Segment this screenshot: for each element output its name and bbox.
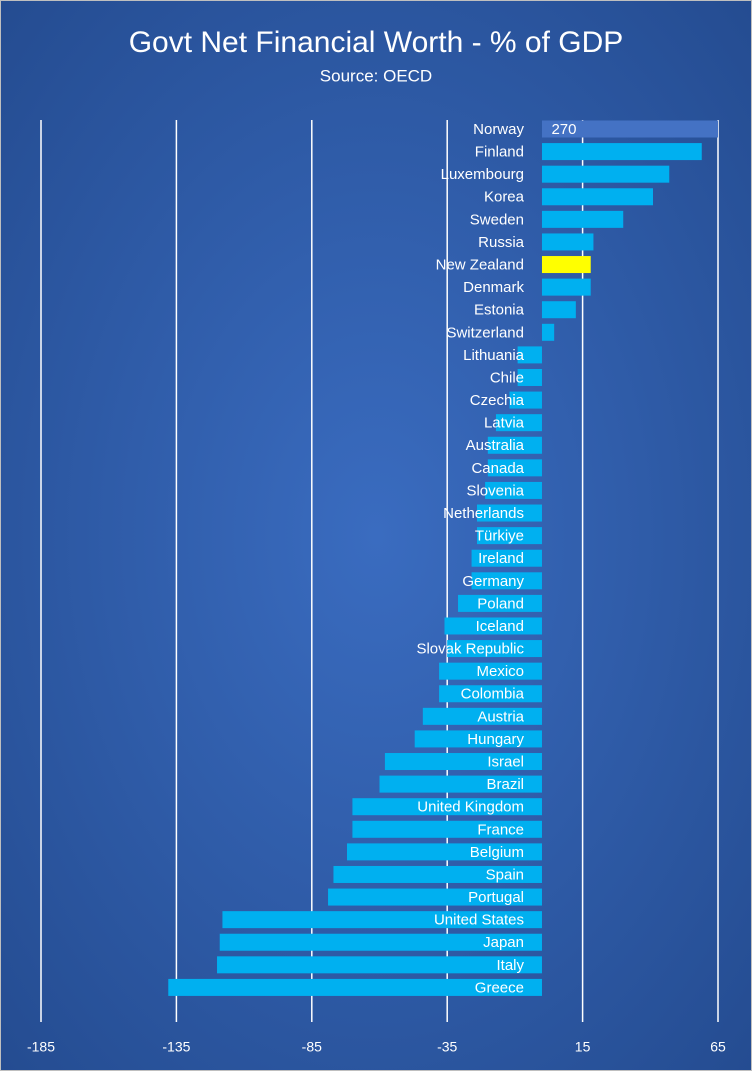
bar [217,956,542,974]
bar [414,730,542,748]
x-tick-label: -85 [302,1039,322,1055]
x-tick-label: 15 [575,1039,591,1055]
bar [422,707,542,725]
y-tick-label: Latvia [484,415,525,432]
data-label: 270 [551,121,576,138]
bar [219,933,542,951]
y-tick-label: Czechia [470,392,525,409]
y-tick-label: Korea [484,189,525,206]
y-tick-label: Austria [477,708,524,725]
y-tick-label: Finland [475,144,524,161]
bar [487,459,542,477]
bar [476,527,542,545]
y-tick-label: Luxembourg [441,166,524,183]
bar [439,662,542,680]
x-tick-label: 65 [710,1039,726,1055]
bar [447,640,542,658]
bar [541,256,591,274]
bar [495,414,542,432]
bar [541,301,576,319]
bar [541,143,702,161]
y-tick-label: Japan [483,934,524,951]
y-tick-label: Russia [478,234,525,251]
bar [485,481,542,499]
bar [458,594,542,612]
y-tick-label: Ireland [478,550,524,567]
y-tick-label: Poland [477,595,524,612]
bar [541,323,555,341]
bar [541,233,594,251]
y-tick-label: Italy [496,957,524,974]
y-tick-label: Hungary [467,731,524,748]
y-tick-label: Estonia [474,302,525,319]
bar [328,888,542,906]
bar [541,278,591,296]
bar [471,572,542,590]
y-tick-label: Belgium [470,844,524,861]
chart-subtitle: Source: OECD [320,66,432,85]
y-tick-label: Greece [475,979,524,996]
bar [541,120,718,138]
y-tick-label: Brazil [486,776,524,793]
bar [352,798,542,816]
bar [476,504,542,522]
bar [541,165,670,183]
y-tick-label: Chile [490,369,524,386]
bar [509,391,542,409]
y-tick-label: Germany [462,573,524,590]
y-tick-label: Canada [471,460,524,477]
bar [517,368,542,386]
bar [379,775,542,793]
bar [384,753,542,771]
y-tick-label: Portugal [468,889,524,906]
y-tick-label: United Kingdom [417,799,524,816]
y-tick-label: Australia [466,437,525,454]
y-tick-label: United States [434,912,524,929]
y-tick-label: Israel [487,753,524,770]
y-tick-label: Switzerland [446,324,524,341]
bar [347,843,542,861]
bar [168,978,542,996]
x-tick-label: -135 [162,1039,190,1055]
bar [541,188,654,206]
y-tick-label: Slovak Republic [416,641,524,658]
bar [541,210,624,228]
y-tick-label: Norway [473,121,524,138]
bar [487,436,542,454]
y-tick-label: Iceland [476,618,524,635]
chart-title: Govt Net Financial Worth - % of GDP [129,26,624,59]
y-tick-label: Türkiye [475,528,524,545]
x-tick-label: -185 [27,1039,55,1055]
y-tick-label: New Zealand [436,257,524,274]
x-tick-label: -35 [437,1039,457,1055]
bar [352,820,542,838]
bar [439,685,542,703]
bar [471,549,542,567]
y-tick-label: Slovenia [466,482,524,499]
y-tick-label: Spain [486,866,524,883]
bar [333,865,542,883]
y-tick-label: Sweden [470,211,524,228]
y-tick-label: Netherlands [443,505,524,522]
y-tick-label: Lithuania [463,347,525,364]
bar [517,346,542,364]
y-tick-label: Mexico [476,663,524,680]
bar [444,617,542,635]
y-tick-label: Denmark [463,279,524,296]
y-tick-label: Colombia [461,686,525,703]
bar [222,911,542,929]
y-tick-label: France [477,821,524,838]
